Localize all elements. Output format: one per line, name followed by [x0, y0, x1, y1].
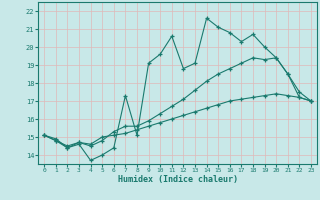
X-axis label: Humidex (Indice chaleur): Humidex (Indice chaleur)	[118, 175, 238, 184]
